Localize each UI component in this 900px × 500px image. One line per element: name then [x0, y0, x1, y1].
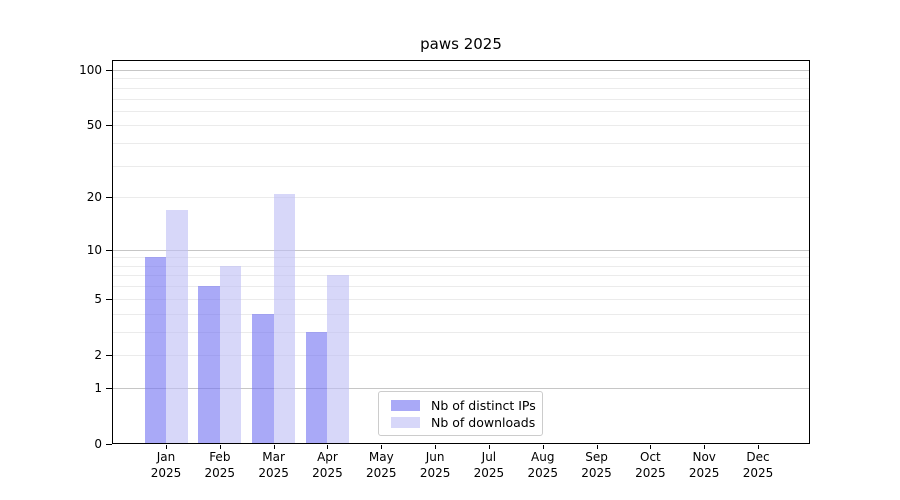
x-tick-mark [381, 445, 383, 449]
x-tick-label: Jan 2025 [150, 450, 182, 480]
x-tick-label: Apr 2025 [312, 450, 343, 480]
gridline-minor [113, 110, 809, 112]
gridline-minor [113, 275, 809, 277]
y-tick-mark [106, 298, 112, 300]
legend-label-downloads: Nb of downloads [431, 415, 536, 430]
x-tick-mark [273, 445, 275, 449]
gridline-minor [113, 286, 809, 288]
legend: Nb of distinct IPs Nb of downloads [378, 391, 543, 436]
gridline-minor [113, 197, 809, 199]
y-tick-label: 50 [86, 118, 102, 133]
x-tick-label: Oct 2025 [635, 450, 666, 480]
y-tick-mark [106, 249, 112, 251]
gridline-minor [113, 125, 809, 127]
x-tick-label: Jun 2025 [419, 450, 451, 480]
y-tick-label: 2 [94, 347, 102, 362]
x-tick-mark [219, 445, 221, 449]
gridline-minor [113, 354, 809, 356]
x-tick-mark [327, 445, 329, 449]
y-tick-label: 1 [94, 380, 102, 395]
gridline-minor [113, 98, 809, 100]
gridline-major [113, 387, 809, 389]
bar-distinct-ips-apr [305, 331, 328, 443]
gridline-minor [113, 87, 809, 89]
y-tick-mark [106, 197, 112, 199]
x-tick-mark [488, 445, 490, 449]
bar-downloads-mar [273, 193, 296, 443]
plot-area [112, 60, 810, 444]
x-tick-label: Mar 2025 [258, 450, 289, 480]
y-tick-mark [106, 125, 112, 127]
y-tick-label: 100 [79, 63, 102, 77]
y-tick-mark [106, 444, 112, 445]
bar-distinct-ips-feb [198, 286, 220, 443]
bar-downloads-feb [219, 265, 242, 443]
y-tick-label: 10 [86, 242, 102, 257]
gridline-minor [113, 165, 809, 167]
x-tick-mark [542, 445, 544, 449]
y-tick-label: 0 [94, 437, 102, 451]
x-tick-mark [435, 445, 437, 449]
legend-swatch-downloads [391, 417, 420, 428]
x-tick-label: Aug 2025 [527, 450, 558, 480]
x-tick-mark [596, 445, 598, 449]
x-tick-mark [166, 445, 167, 449]
gridline-minor [113, 257, 809, 259]
bar-distinct-ips-mar [252, 313, 274, 443]
gridline-major [113, 70, 809, 71]
gridline-major [113, 249, 809, 251]
x-tick-label: Dec 2025 [742, 450, 774, 480]
gridline-minor [113, 78, 809, 80]
gridline-minor [113, 331, 809, 333]
bar-downloads-apr [327, 275, 349, 443]
legend-item-downloads: Nb of downloads [391, 414, 536, 431]
x-tick-mark [758, 445, 760, 449]
x-tick-label: Sep 2025 [581, 450, 612, 480]
y-tick-mark [106, 354, 112, 356]
legend-item-distinct-ips: Nb of distinct IPs [391, 397, 536, 414]
gridline-minor [113, 265, 809, 267]
x-tick-mark [704, 445, 706, 449]
x-tick-label: May 2025 [365, 450, 397, 480]
chart-title: paws 2025 [420, 35, 502, 53]
legend-swatch-distinct-ips [391, 400, 420, 411]
gridline-minor [113, 143, 809, 145]
legend-label-distinct-ips: Nb of distinct IPs [431, 398, 536, 413]
y-tick-mark [106, 387, 112, 389]
y-tick-label: 20 [86, 190, 102, 205]
x-tick-label: Nov 2025 [688, 450, 720, 480]
gridline-minor [113, 313, 809, 315]
x-tick-label: Feb 2025 [204, 450, 236, 480]
x-tick-mark [650, 445, 652, 449]
x-tick-label: Jul 2025 [473, 450, 505, 480]
bar-downloads-jan [166, 209, 188, 443]
bar-distinct-ips-jan [144, 257, 166, 443]
gridline-minor [113, 298, 809, 300]
y-tick-mark [106, 70, 112, 71]
y-tick-label: 5 [94, 291, 102, 306]
